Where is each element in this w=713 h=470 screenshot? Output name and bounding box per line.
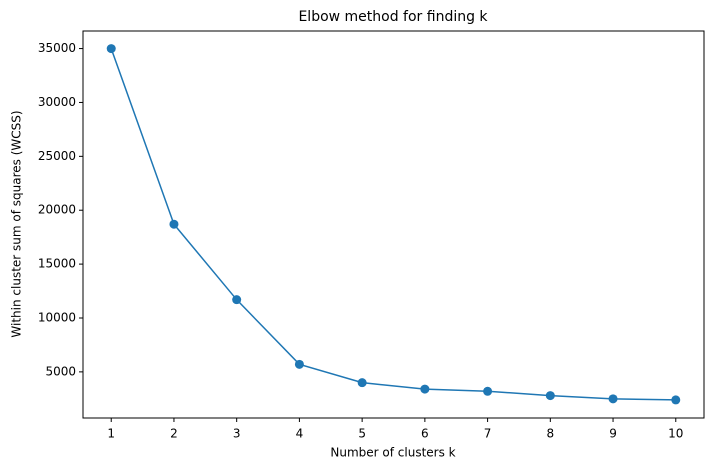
point xyxy=(357,378,367,388)
y-tick-label: 35000 xyxy=(38,41,76,55)
x-tick-label: 6 xyxy=(421,427,429,441)
x-tick-label: 7 xyxy=(484,427,492,441)
plot-frame xyxy=(82,30,705,419)
y-tick-label: 25000 xyxy=(38,149,76,163)
point xyxy=(169,219,179,229)
y-tick-label: 20000 xyxy=(38,203,76,217)
x-tick-label: 4 xyxy=(296,427,304,441)
point xyxy=(671,395,681,405)
point xyxy=(106,44,116,54)
y-tick-label: 5000 xyxy=(45,364,76,378)
point xyxy=(232,295,242,305)
point xyxy=(608,394,618,404)
point xyxy=(545,391,555,401)
x-tick-label: 3 xyxy=(233,427,241,441)
y-tick-label: 10000 xyxy=(38,310,76,324)
x-tick-label: 1 xyxy=(107,427,115,441)
x-tick-label: 10 xyxy=(668,427,683,441)
point xyxy=(483,386,493,396)
y-tick-label: 15000 xyxy=(38,257,76,271)
chart-title: Elbow method for finding k xyxy=(298,9,488,25)
line xyxy=(110,48,676,401)
y-axis-label: Within cluster sum of squares (WCSS) xyxy=(10,110,24,337)
x-tick-label: 8 xyxy=(546,427,554,441)
x-axis-label: Number of clusters k xyxy=(330,446,455,460)
x-tick-label: 5 xyxy=(358,427,366,441)
point xyxy=(294,359,304,369)
y-tick-label: 30000 xyxy=(38,95,76,109)
point xyxy=(420,384,430,394)
x-tick-label: 2 xyxy=(170,427,178,441)
x-tick-label: 9 xyxy=(609,427,617,441)
